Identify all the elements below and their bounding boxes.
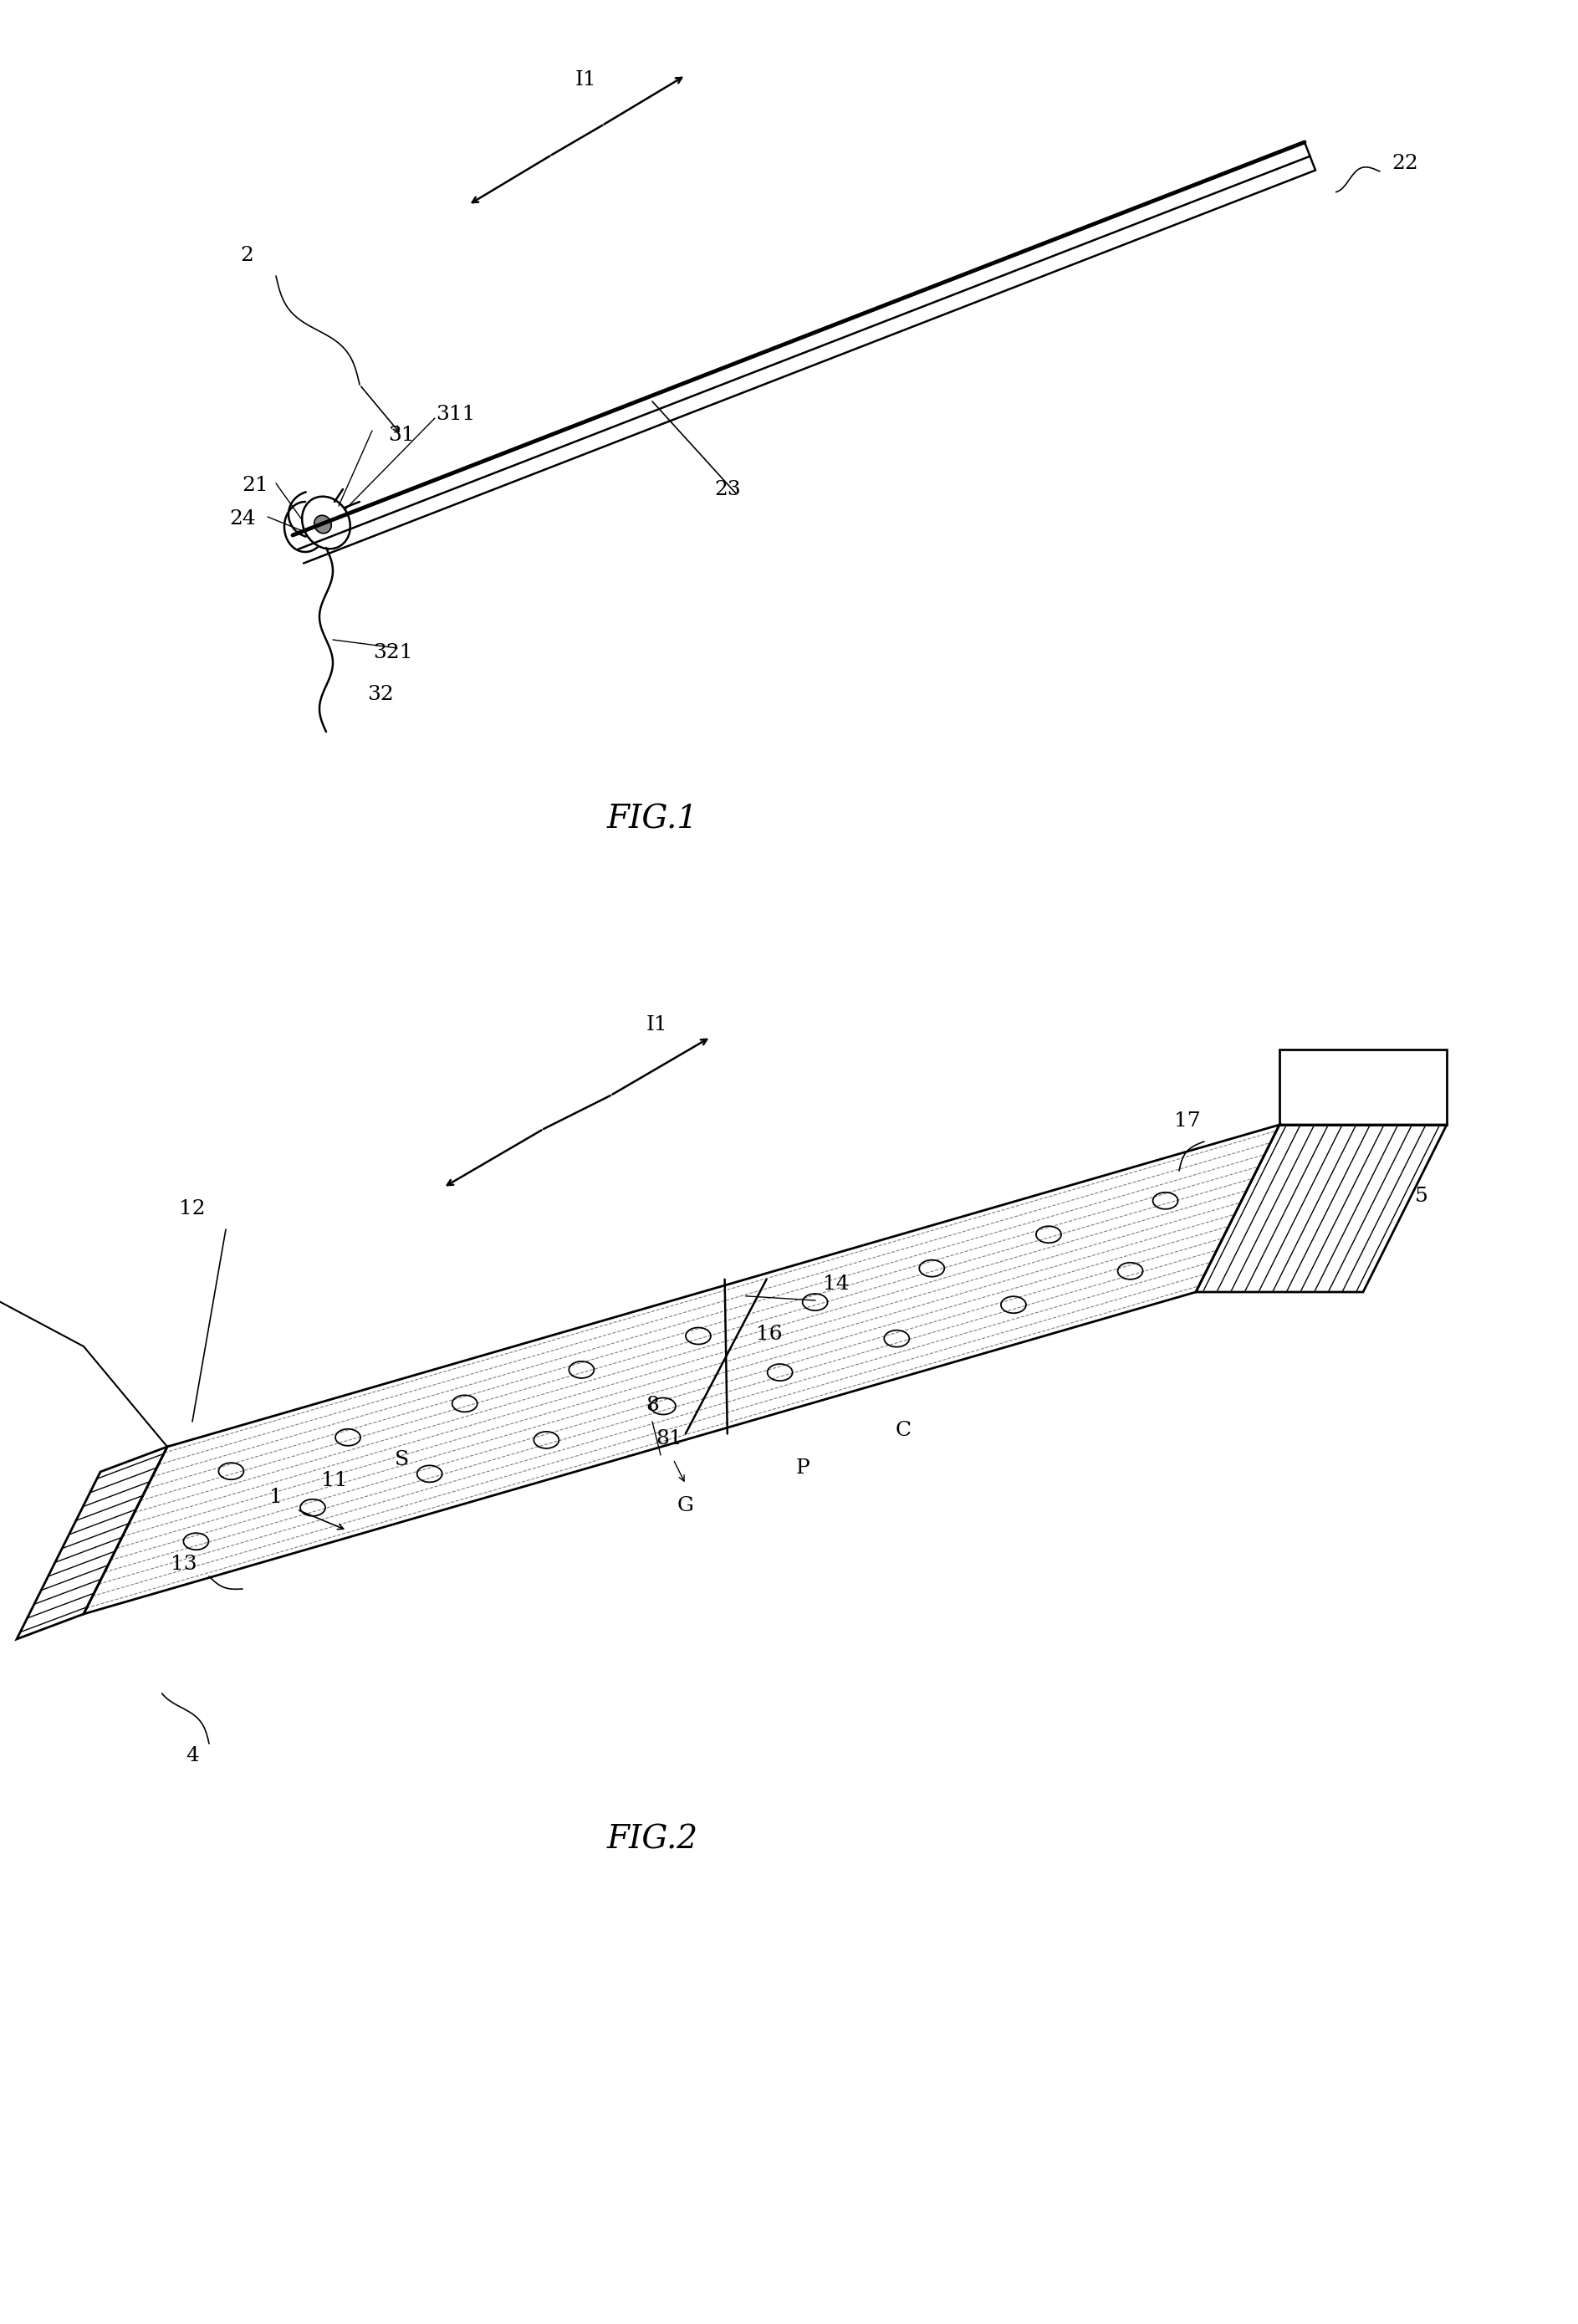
Text: 24: 24 (229, 509, 256, 528)
Text: 8: 8 (645, 1394, 660, 1415)
Text: 1: 1 (270, 1487, 282, 1506)
Text: 4: 4 (186, 1748, 199, 1766)
Text: G: G (677, 1497, 694, 1515)
Text: 32: 32 (368, 686, 394, 704)
Text: 12: 12 (180, 1199, 205, 1218)
Text: 5: 5 (1415, 1185, 1428, 1206)
Text: 2: 2 (240, 246, 254, 265)
Text: 81: 81 (656, 1429, 682, 1448)
Text: P: P (795, 1457, 810, 1478)
Text: 16: 16 (756, 1325, 783, 1343)
Text: 321: 321 (372, 644, 413, 662)
Text: FIG.1: FIG.1 (606, 804, 697, 834)
Text: 22: 22 (1392, 153, 1419, 172)
Text: I1: I1 (645, 1016, 667, 1034)
Text: I1: I1 (574, 70, 596, 88)
Ellipse shape (314, 516, 331, 532)
Text: 11: 11 (322, 1471, 347, 1490)
Text: 23: 23 (715, 479, 740, 500)
Text: 31: 31 (388, 425, 415, 444)
Text: C: C (895, 1420, 911, 1439)
Text: 14: 14 (824, 1274, 849, 1292)
Text: 17: 17 (1174, 1111, 1201, 1129)
Text: 311: 311 (436, 404, 475, 423)
Text: 21: 21 (241, 476, 268, 495)
Text: 13: 13 (170, 1555, 197, 1573)
Text: S: S (394, 1450, 409, 1469)
Text: FIG.2: FIG.2 (606, 1824, 697, 1855)
